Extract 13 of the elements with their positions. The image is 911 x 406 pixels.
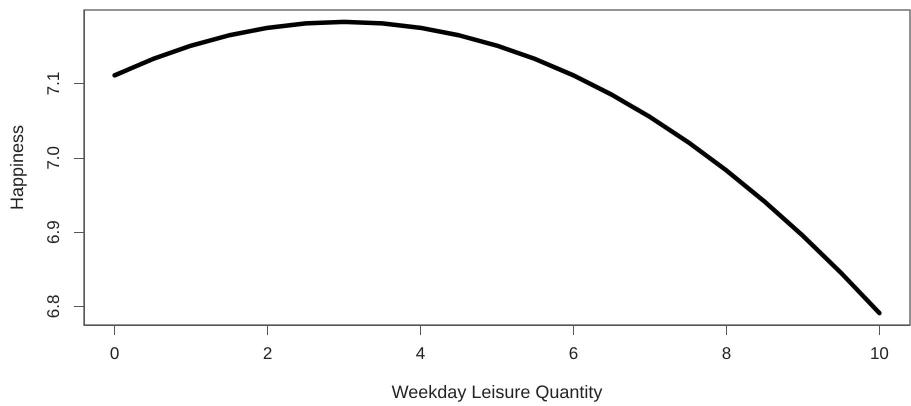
x-tick-label: 6 <box>568 344 578 363</box>
y-tick-label: 7.1 <box>44 72 63 96</box>
x-axis-title: Weekday Leisure Quantity <box>392 382 602 402</box>
x-tick-label: 4 <box>416 344 426 363</box>
x-tick-label: 2 <box>262 344 272 363</box>
x-tick-label: 0 <box>110 344 120 363</box>
x-tick-label: 10 <box>870 344 889 363</box>
y-axis-title: Happiness <box>7 124 27 210</box>
y-tick-label: 6.8 <box>44 294 63 318</box>
y-tick-label: 7.0 <box>44 146 63 170</box>
line-series <box>112 20 882 316</box>
x-tick-label: 8 <box>722 344 732 363</box>
y-tick-label: 6.9 <box>44 220 63 244</box>
